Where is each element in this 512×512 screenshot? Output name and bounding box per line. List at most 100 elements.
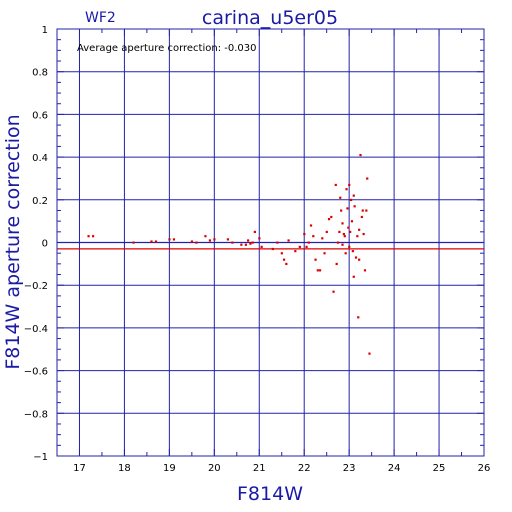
y-tick-label: −0.8 (24, 409, 48, 420)
data-point (285, 262, 288, 266)
y-tick-label: −1 (33, 452, 48, 463)
data-point (361, 209, 364, 212)
plot-frame (56, 28, 485, 457)
y-axis-label: F814W aperture correction (2, 114, 24, 369)
data-point (316, 269, 319, 272)
reference-lines (57, 241, 484, 250)
data-point (348, 183, 351, 187)
data-point (344, 252, 347, 255)
data-point (349, 230, 352, 234)
data-point (172, 238, 176, 241)
data-point (204, 235, 207, 238)
data-point (356, 235, 359, 238)
data-point (332, 290, 335, 293)
data-point (253, 230, 256, 234)
data-point (260, 245, 263, 248)
data-point (150, 240, 153, 243)
data-point (335, 262, 338, 266)
data-point (342, 232, 345, 236)
tick-labels: 17 18 19 20 21 22 23 24 25 26 −1 −0.8 −0.6 −0.4 −0.2 0 0… (24, 25, 491, 474)
data-point (352, 275, 355, 278)
data-point (352, 194, 355, 197)
data-point (247, 239, 250, 242)
data-point (294, 250, 297, 253)
data-point (357, 316, 360, 319)
data-point (132, 241, 135, 244)
data-point (321, 237, 324, 240)
x-tick-label: 17 (73, 463, 86, 474)
data-point (325, 230, 328, 234)
y-tick-label: 0.2 (32, 196, 48, 207)
data-point (343, 235, 346, 238)
y-tick-label: −0.6 (24, 367, 48, 378)
data-point (368, 352, 371, 355)
x-tick-label: 23 (343, 463, 356, 474)
y-tick-label: 0 (42, 239, 48, 250)
data-point (271, 247, 274, 251)
data-point (280, 252, 283, 255)
data-point (327, 218, 331, 221)
data-point (349, 198, 353, 201)
data-point (309, 224, 313, 227)
data-point (307, 241, 310, 244)
x-tick-label: 20 (208, 463, 221, 474)
axis-ticks (56, 28, 485, 457)
x-tick-label: 19 (163, 463, 176, 474)
data-point (351, 250, 354, 253)
average-correction-note: Average aperture correction: -0.030 (77, 43, 257, 54)
y-tick-label: 0.8 (32, 68, 48, 79)
data-point (208, 239, 212, 242)
data-point (213, 238, 216, 241)
data-point (362, 232, 365, 236)
chip-label: WF2 (85, 10, 116, 26)
y-tick-label: 0.6 (32, 110, 48, 121)
data-point (338, 230, 341, 234)
data-point (359, 153, 362, 157)
data-point (195, 241, 198, 244)
data-point (347, 226, 350, 229)
data-points (87, 153, 371, 355)
data-point (354, 256, 358, 259)
data-point (226, 238, 229, 241)
data-point (87, 235, 90, 238)
data-point (353, 205, 356, 208)
data-point (314, 258, 317, 261)
y-tick-label: 1 (42, 25, 48, 36)
data-point (330, 215, 333, 219)
data-point (365, 209, 368, 212)
data-point (360, 215, 363, 219)
x-tick-label: 26 (478, 463, 491, 474)
data-point (276, 241, 279, 244)
data-point (231, 241, 234, 244)
data-point (348, 245, 351, 248)
data-point (323, 252, 326, 255)
data-point (303, 232, 306, 236)
data-point (154, 240, 158, 243)
data-point (334, 183, 337, 187)
data-point (305, 245, 308, 248)
data-point (341, 222, 344, 225)
x-tick-label: 25 (433, 463, 446, 474)
data-point (340, 209, 343, 212)
data-point (363, 269, 367, 272)
data-point (366, 177, 369, 180)
data-point (336, 241, 340, 244)
data-point (346, 207, 349, 210)
chart-title: carina_u5er05 (202, 7, 338, 29)
data-point (168, 238, 171, 241)
y-tick-label: −0.2 (24, 281, 48, 292)
data-point (190, 240, 194, 243)
data-point (249, 242, 252, 245)
data-point (350, 220, 354, 223)
data-point (339, 196, 342, 199)
data-point (318, 269, 322, 272)
data-point (341, 243, 344, 246)
x-axis-label: F814W (237, 483, 303, 505)
data-point (287, 239, 290, 242)
data-point (298, 245, 301, 248)
x-tick-label: 24 (388, 463, 401, 474)
data-point (244, 243, 247, 246)
data-point (258, 237, 261, 240)
